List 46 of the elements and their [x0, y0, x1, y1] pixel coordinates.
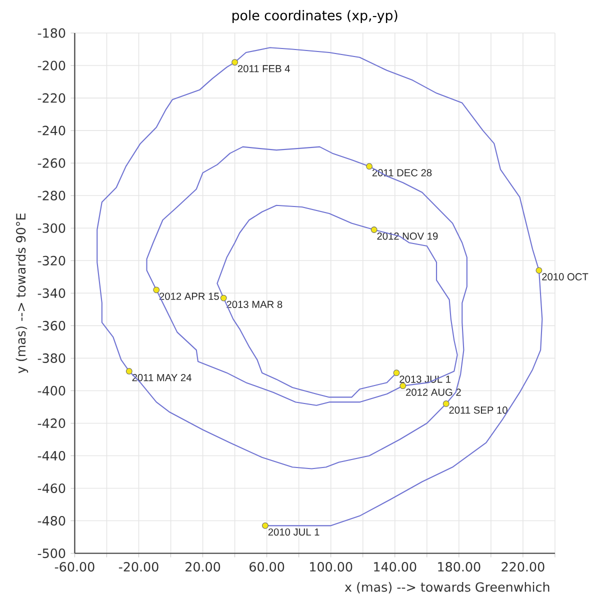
x-tick-label: 20.00: [186, 562, 220, 572]
annotation: 2011 SEP 10: [449, 406, 508, 414]
point: [393, 369, 400, 376]
y-tick-label: -380: [38, 353, 66, 363]
y-tick-label: -420: [38, 418, 66, 428]
point: [442, 400, 450, 407]
point: [370, 226, 378, 233]
x-tick-label: 180.00: [438, 562, 480, 572]
x-tick-label: -60.00: [54, 562, 94, 572]
y-tick-label: -220: [38, 93, 66, 103]
point: [262, 522, 268, 529]
y-tick-label: -320: [38, 256, 66, 266]
annotation: 2013 MAR 8: [226, 300, 282, 308]
point: [232, 58, 238, 66]
y-tick-label: -260: [38, 158, 66, 168]
y-tick-label: -240: [38, 126, 66, 136]
x-tick-label: 140.00: [374, 562, 416, 572]
y-axis-title: y (mas) --> towards 90°E: [16, 213, 28, 374]
annotation: 2012 AUG 2: [406, 388, 461, 396]
x-tick-label: 220.00: [502, 562, 544, 572]
x-tick-label: -20.00: [118, 562, 158, 572]
point: [536, 267, 542, 274]
y-tick-label: -340: [38, 288, 66, 298]
point: [366, 162, 372, 170]
x-tick-label: 60.00: [250, 562, 284, 572]
annotation: 2010 JUL 1: [268, 528, 320, 536]
annotation: 2012 NOV 19: [377, 232, 438, 240]
annotation: 2012 APR 15: [160, 292, 219, 300]
x-axis-title: x (mas) --> towards Greenwhich: [344, 582, 550, 594]
annotation: 2011 FEB 4: [238, 64, 290, 72]
y-tick-label: -480: [38, 516, 66, 526]
chart-title: pole coordinates (xp,-yp): [232, 10, 398, 23]
y-tick-label: -280: [38, 190, 66, 200]
y-tick-label: -200: [38, 60, 66, 70]
y-tick-label: -360: [38, 320, 66, 330]
y-tick-label: -300: [38, 223, 66, 233]
y-tick-label: -400: [38, 386, 66, 396]
y-tick-label: -460: [38, 483, 66, 493]
point: [220, 294, 227, 302]
y-tick-label: -500: [38, 548, 66, 558]
y-tick-label: -180: [38, 28, 66, 38]
point: [153, 286, 160, 293]
annotation: 2010 OCT: [542, 273, 588, 280]
y-tick-label: -440: [38, 450, 66, 460]
x-tick-label: 100.00: [310, 562, 352, 572]
point: [126, 368, 132, 374]
